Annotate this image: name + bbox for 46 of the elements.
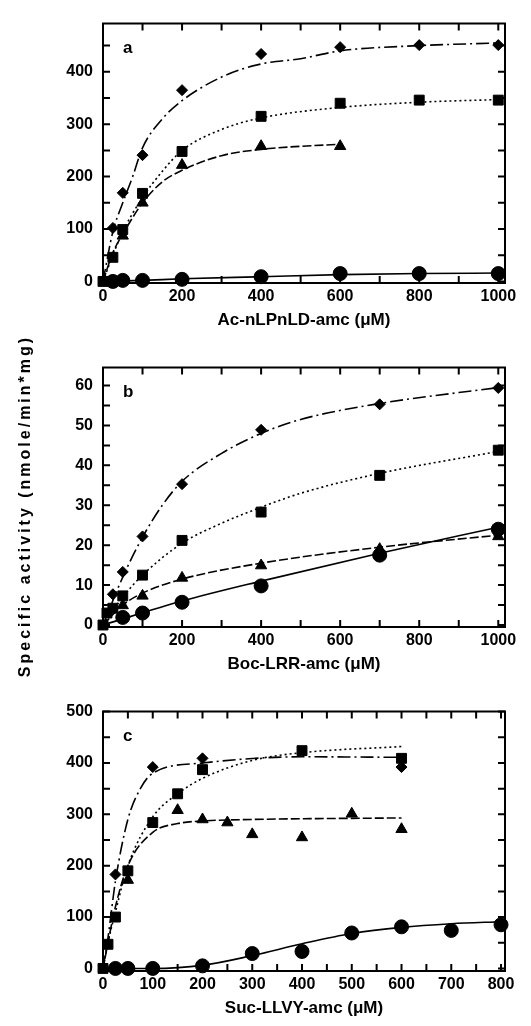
y-tick-label: 10 bbox=[75, 575, 94, 593]
y-tick-label: 0 bbox=[84, 958, 94, 976]
y-tick-label: 0 bbox=[84, 615, 94, 633]
y-tick-label: 200 bbox=[66, 856, 94, 874]
x-tick-label: 800 bbox=[487, 975, 515, 993]
x-tick-label: 100 bbox=[139, 975, 167, 993]
y-axis-title: Specific activity (nmole/min*mg) bbox=[16, 334, 34, 678]
x-tick-label: 300 bbox=[238, 975, 266, 993]
annotation: c bbox=[123, 725, 133, 745]
x-tick-label: 400 bbox=[247, 287, 275, 305]
x-tick-label: 1000 bbox=[480, 631, 517, 649]
y-tick-label: 300 bbox=[66, 114, 94, 132]
x-tick-label: 0 bbox=[98, 287, 108, 305]
annotation: a bbox=[123, 37, 133, 57]
x-tick-label: 0 bbox=[98, 631, 108, 649]
x-tick-label: 1000 bbox=[480, 287, 517, 305]
x-tick-label: 500 bbox=[338, 975, 366, 993]
y-tick-label: 400 bbox=[66, 753, 94, 771]
x-tick-label: 600 bbox=[326, 631, 354, 649]
y-tick-label: 40 bbox=[75, 455, 94, 473]
x-tick-label: 200 bbox=[189, 975, 216, 993]
x-tick-label: 600 bbox=[388, 975, 415, 993]
y-tick-label: 400 bbox=[66, 62, 94, 80]
y-tick-label: 20 bbox=[75, 535, 94, 553]
y-tick-label: 200 bbox=[66, 167, 94, 185]
x-tick-label: 600 bbox=[326, 287, 354, 305]
x-tick-label: 700 bbox=[437, 975, 465, 993]
y-tick-label: 30 bbox=[75, 495, 94, 513]
y-tick-label: 60 bbox=[75, 375, 94, 393]
x-axis-title: Ac-nLPnLD-amc (μM) bbox=[217, 310, 391, 330]
y-tick-label: 50 bbox=[75, 415, 94, 433]
x-tick-label: 800 bbox=[405, 631, 433, 649]
annotation: b bbox=[123, 381, 134, 401]
x-tick-label: 400 bbox=[247, 631, 275, 649]
x-tick-label: 0 bbox=[98, 975, 108, 993]
y-tick-label: 0 bbox=[84, 271, 94, 289]
x-axis-title: Suc-LLVY-amc (μM) bbox=[224, 998, 384, 1018]
y-tick-label: 100 bbox=[66, 219, 94, 237]
x-tick-label: 400 bbox=[288, 975, 316, 993]
y-tick-label: 500 bbox=[66, 702, 94, 720]
y-tick-label: 300 bbox=[66, 804, 94, 822]
x-tick-label: 200 bbox=[168, 631, 196, 649]
x-axis-title: Boc-LRR-amc (μM) bbox=[227, 654, 381, 674]
x-tick-label: 800 bbox=[405, 287, 433, 305]
y-tick-label: 100 bbox=[66, 907, 94, 925]
x-tick-label: 200 bbox=[168, 287, 196, 305]
